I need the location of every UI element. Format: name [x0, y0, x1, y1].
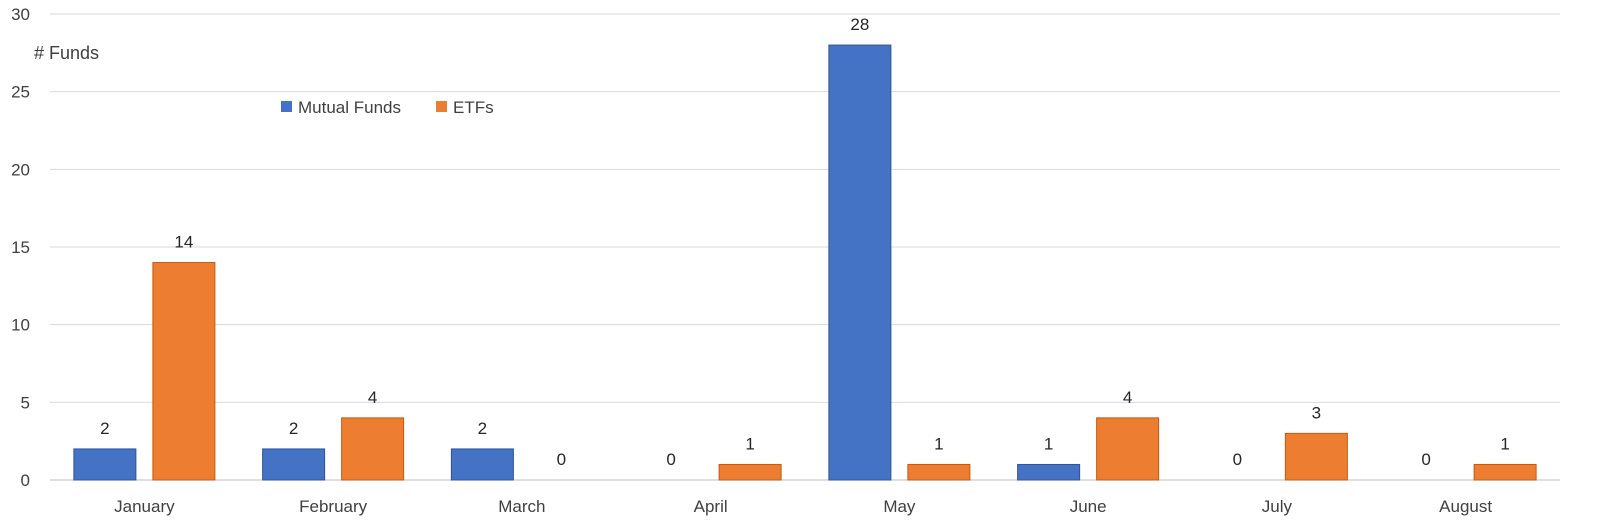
x-tick-label: February	[299, 497, 368, 516]
bar	[828, 44, 892, 481]
y-tick-label: 25	[11, 83, 30, 102]
bar	[1017, 463, 1081, 481]
data-label: 1	[1044, 434, 1053, 453]
x-tick-label: January	[114, 497, 175, 516]
y-tick-label: 10	[11, 316, 30, 335]
legend-label: Mutual Funds	[298, 98, 401, 117]
bar	[152, 262, 216, 481]
data-label: 28	[850, 15, 869, 34]
x-tick-label: May	[883, 497, 916, 516]
data-label: 2	[100, 419, 109, 438]
data-label: 0	[557, 450, 566, 469]
x-tick-label: June	[1070, 497, 1107, 516]
y-tick-label: 20	[11, 160, 30, 179]
data-label: 4	[368, 388, 377, 407]
x-tick-label: March	[498, 497, 545, 516]
bar	[1284, 432, 1348, 481]
x-tick-label: August	[1439, 497, 1492, 516]
data-label: 14	[174, 233, 193, 252]
bar	[450, 448, 514, 481]
gridlines	[50, 13, 1560, 481]
x-tick-label: July	[1262, 497, 1293, 516]
y-axis-label: # Funds	[34, 43, 99, 63]
data-label: 0	[1233, 450, 1242, 469]
bar	[718, 463, 782, 481]
data-label: 1	[745, 434, 754, 453]
x-axis-ticks: January February March April May June July Augu…	[114, 497, 1492, 516]
bar	[907, 463, 971, 481]
bar	[341, 417, 405, 481]
bar	[1473, 463, 1537, 481]
y-axis-ticks: 0 5 10 15 20 25 30	[11, 5, 30, 490]
y-tick-label: 30	[11, 5, 30, 24]
data-label: 3	[1312, 403, 1321, 422]
data-label: 0	[666, 450, 675, 469]
y-tick-label: 0	[21, 471, 30, 490]
legend-swatch	[436, 101, 447, 112]
legend: Mutual Funds ETFs	[281, 98, 494, 117]
data-label: 2	[289, 419, 298, 438]
bar	[73, 448, 137, 481]
legend-swatch	[281, 101, 292, 112]
data-label: 0	[1421, 450, 1430, 469]
data-label: 4	[1123, 388, 1132, 407]
data-label: 1	[1500, 434, 1509, 453]
bar	[1096, 417, 1160, 481]
bar	[262, 448, 326, 481]
y-tick-label: 5	[21, 393, 30, 412]
bars	[73, 44, 1537, 481]
legend-label: ETFs	[453, 98, 494, 117]
x-tick-label: April	[694, 497, 728, 516]
y-tick-label: 15	[11, 238, 30, 257]
data-label: 2	[478, 419, 487, 438]
data-label: 1	[934, 434, 943, 453]
